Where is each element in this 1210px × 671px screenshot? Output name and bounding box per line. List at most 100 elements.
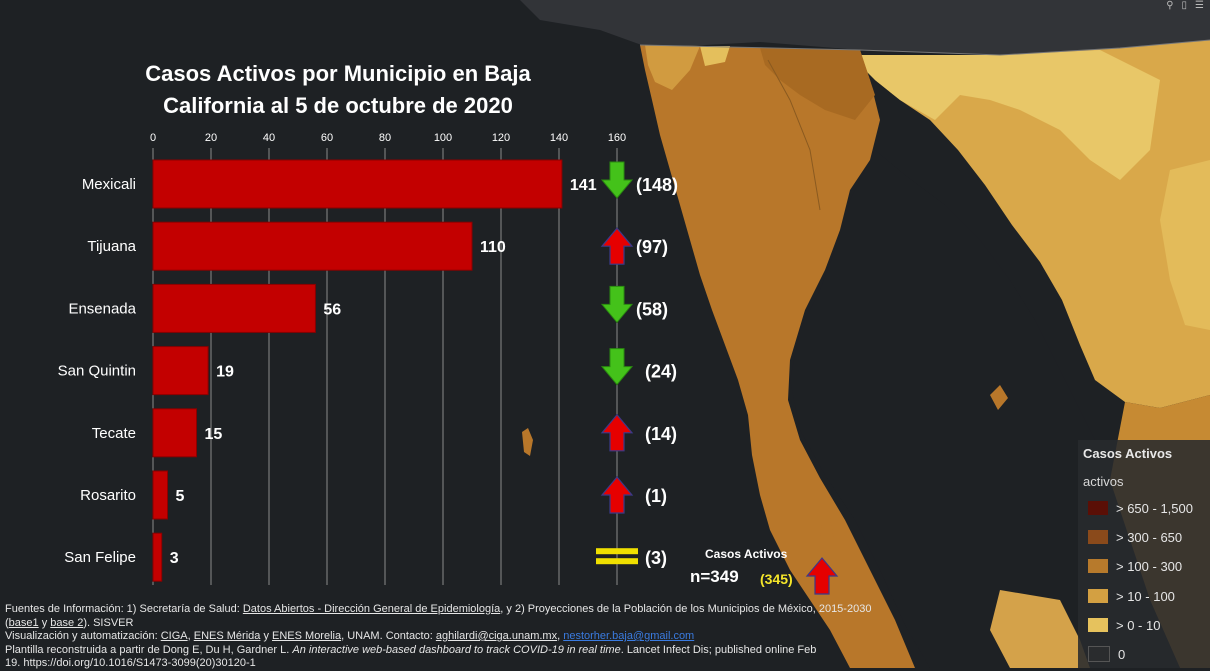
bar-chart: 0 20 40 60 80 100 120 140 160 Mexicali 141 (148) Tij… — [58, 132, 839, 595]
mexicali-border — [760, 48, 875, 120]
email-link-1[interactable]: aghilardi@ciga.unam.mx — [435, 630, 558, 642]
footer-text: . Lancet Infect Dis; published online Fe… — [620, 643, 817, 656]
bookmark-icon[interactable]: ▯ — [1181, 0, 1188, 11]
legend-item: > 300 - 650 — [1088, 527, 1182, 547]
bar — [152, 283, 316, 333]
legend-label: > 0 - 10 — [1116, 617, 1161, 633]
chart-title-line-1: Casos Activos por Municipio en Baja — [145, 61, 531, 86]
category-label: Rosarito — [80, 487, 136, 504]
data-label: 141 — [570, 177, 597, 194]
legend-label: 0 — [1118, 646, 1126, 662]
tecate-light — [700, 46, 730, 66]
enes-morelia-link[interactable]: ENES Morelia — [272, 630, 342, 642]
email-link-2[interactable]: nestorher.baja@gmail.com — [563, 630, 695, 642]
category-label: San Quintin — [58, 363, 136, 380]
legend-swatch — [1088, 646, 1110, 662]
legend-swatch — [1088, 589, 1108, 603]
footer-text: , UNAM. Contacto: — [341, 630, 436, 642]
bar — [152, 221, 473, 271]
x-tick-label: 40 — [263, 132, 275, 144]
bar — [152, 470, 168, 520]
footer-text: y — [260, 630, 273, 642]
footer-text: , — [187, 630, 194, 642]
legend-item: > 650 - 1,500 — [1088, 498, 1193, 518]
footer-text: , y 2) Proyecciones de la Población de l… — [500, 603, 872, 615]
previous-value-label: (1) — [645, 486, 667, 506]
category-label: San Felipe — [64, 549, 136, 566]
baja-california-municipalities — [640, 45, 915, 668]
list-icon[interactable]: ☰ — [1195, 0, 1204, 11]
trend-equal-icon — [596, 558, 638, 565]
previous-value-label: (14) — [645, 424, 677, 444]
x-tick-label: 20 — [205, 132, 217, 144]
footer-line-3: Visualización y automatización: CIGA, EN… — [5, 630, 1075, 644]
base1-link[interactable]: base1 — [8, 616, 39, 629]
footer-text: ( — [5, 616, 9, 629]
category-label: Tecate — [92, 425, 136, 442]
legend-swatch — [1088, 618, 1108, 632]
legend-title: Casos Activos — [1083, 446, 1173, 461]
footer-text: Plantilla reconstruida a partir de Dong … — [5, 643, 293, 656]
legend-label: > 300 - 650 — [1116, 529, 1183, 545]
chart-title-line-2: California al 5 de octubre de 2020 — [163, 93, 513, 118]
base2-link[interactable]: base 2 — [50, 616, 84, 629]
enes-merida-link[interactable]: ENES Mérida — [193, 630, 261, 642]
footer-line-5: 19. https://doi.org/10.1016/S1473-3099(2… — [5, 657, 256, 669]
footer-text: Visualización y automatización: — [5, 630, 161, 642]
sonora-north-light — [850, 50, 1160, 180]
bar — [152, 346, 209, 396]
legend-label: > 100 - 300 — [1116, 558, 1183, 574]
footer-text: Fuentes de Información: 1) Secretaría de… — [5, 603, 243, 615]
data-label: 3 — [170, 550, 179, 567]
data-label: 110 — [480, 239, 506, 256]
x-tick-label: 140 — [550, 132, 568, 144]
data-label: 15 — [205, 426, 223, 443]
footer-text: , — [557, 630, 564, 642]
trend-down-arrow-icon — [600, 161, 634, 199]
legend-item: > 100 - 300 — [1088, 556, 1182, 576]
chart-title: Casos Activos por Municipio en Baja Cali… — [100, 58, 576, 122]
sources-footer: Fuentes de Información: 1) Secretaría de… — [5, 603, 1075, 671]
data-label: 19 — [216, 364, 234, 381]
trend-up-arrow-icon — [600, 413, 634, 452]
x-tick-label: 0 — [150, 132, 156, 144]
bar — [152, 159, 563, 209]
total-label: Casos Activos — [705, 547, 788, 561]
legend-swatch — [1088, 501, 1108, 515]
legend-label: > 10 - 100 — [1116, 588, 1175, 604]
bar — [152, 532, 163, 582]
island-2 — [820, 518, 834, 552]
island-1 — [522, 428, 533, 456]
x-tick-label: 60 — [321, 132, 333, 144]
x-tick-label: 80 — [379, 132, 391, 144]
previous-value-label: (3) — [645, 548, 667, 568]
category-label: Mexicali — [82, 176, 136, 193]
x-tick-label: 160 — [608, 132, 626, 144]
search-icon[interactable]: ⚲ — [1166, 0, 1174, 11]
legend-item: > 10 - 100 — [1088, 586, 1175, 606]
trend-up-arrow-icon — [600, 227, 634, 265]
bcs-south — [990, 590, 1090, 668]
category-label: Tijuana — [87, 238, 136, 255]
trend-equal-icon — [596, 548, 638, 555]
legend-item: 0 — [1088, 644, 1125, 664]
data-label: 56 — [323, 301, 341, 318]
ciga-link[interactable]: CIGA — [160, 630, 188, 642]
footer-line-2: (base1 y base 2). SISVER — [5, 617, 1075, 631]
us-land — [520, 0, 1210, 55]
trend-down-arrow-icon — [600, 285, 634, 324]
footer-text: ). SISVER — [83, 616, 134, 629]
sonora-east-light — [1160, 160, 1210, 330]
legend-label: > 650 - 1,500 — [1116, 500, 1193, 516]
tijuana-rosarito — [645, 45, 700, 90]
bar — [152, 408, 197, 458]
legend-swatch — [1088, 530, 1108, 544]
previous-value-label: (97) — [636, 237, 668, 257]
footer-line-1: Fuentes de Información: 1) Secretaría de… — [5, 603, 1075, 617]
category-label: Ensenada — [68, 300, 136, 317]
total-value: n=349 — [690, 567, 739, 586]
datos-abiertos-link[interactable]: Datos Abiertos - Dirección General de Ep… — [242, 603, 501, 615]
footer-text: y — [38, 616, 51, 629]
previous-value-label: (148) — [636, 175, 678, 195]
island-3 — [990, 385, 1008, 410]
